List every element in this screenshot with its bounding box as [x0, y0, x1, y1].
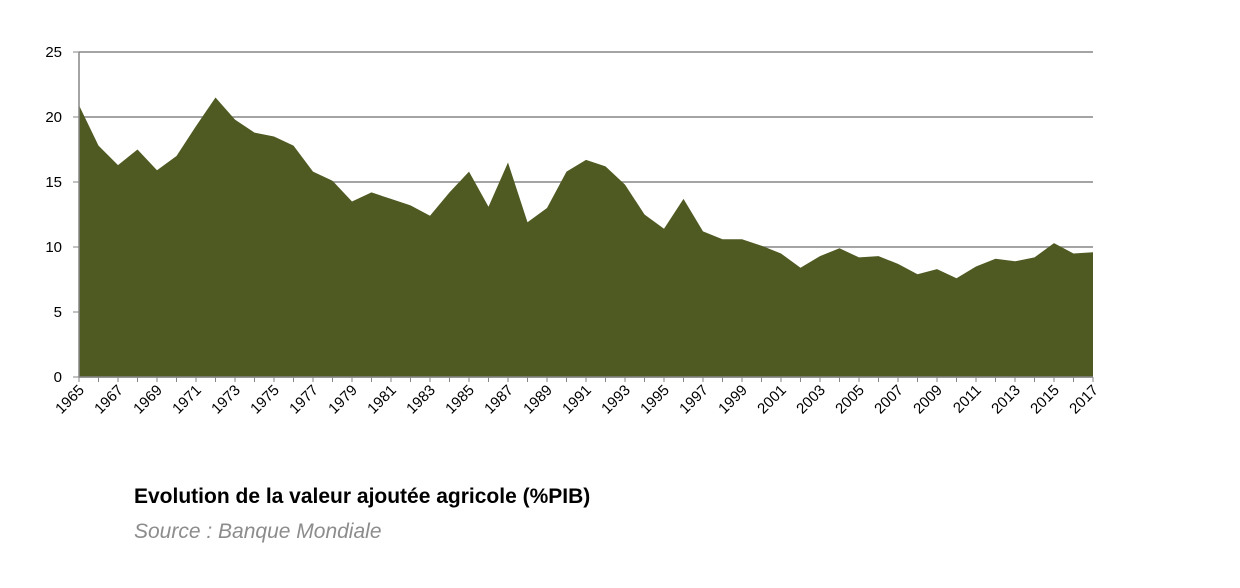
x-tick-label: 1997: [676, 382, 712, 418]
chart-source: Source : Banque Mondiale: [134, 520, 382, 543]
x-tick-label: 1993: [598, 382, 634, 418]
x-tick-label: 1973: [208, 382, 244, 418]
x-tick-label: 1999: [715, 382, 751, 418]
y-tick-label: 0: [54, 369, 62, 386]
x-tick-label: 1989: [520, 382, 556, 418]
x-tick-label: 2005: [832, 382, 868, 418]
x-tick-label: 2001: [754, 382, 790, 418]
x-tick-label: 1995: [637, 382, 673, 418]
x-tick-label: 1979: [325, 382, 361, 418]
x-tick-label: 2013: [988, 382, 1024, 418]
x-tick-label: 2017: [1066, 382, 1102, 418]
x-tick-label: 2009: [910, 382, 946, 418]
x-tick-label: 2015: [1027, 382, 1063, 418]
chart-title: Evolution de la valeur ajoutée agricole …: [134, 485, 590, 508]
x-tick-label: 2011: [950, 382, 985, 417]
x-tick-label: 2003: [793, 382, 829, 418]
x-tick-label: 1981: [364, 382, 400, 418]
x-tick-label: 1971: [169, 382, 205, 418]
x-tick-label: 1983: [403, 382, 439, 418]
y-tick-label: 15: [45, 174, 62, 191]
y-tick-label: 25: [45, 44, 62, 61]
x-tick-label: 1967: [91, 382, 127, 418]
x-tick-label: 2007: [871, 382, 907, 418]
x-tick-label: 1985: [442, 382, 478, 418]
y-tick-label: 20: [45, 109, 62, 126]
x-tick-label: 1965: [52, 382, 88, 418]
x-tick-label: 1991: [559, 382, 595, 418]
y-tick-label: 5: [54, 304, 62, 321]
x-tick-label: 1969: [130, 382, 166, 418]
area: [79, 97, 1093, 377]
y-tick-label: 10: [45, 239, 62, 256]
x-tick-label: 1977: [286, 382, 322, 418]
x-tick-label: 1975: [247, 382, 283, 418]
x-tick-label: 1987: [481, 382, 517, 418]
